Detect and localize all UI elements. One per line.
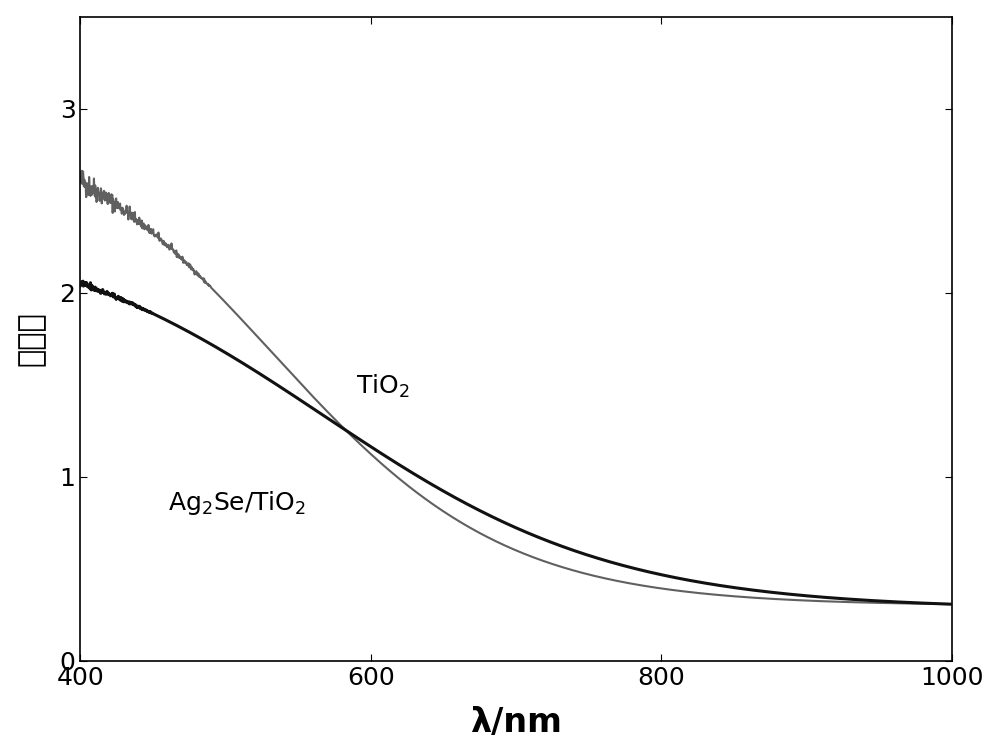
Y-axis label: 吸光度: 吸光度 [17,311,46,366]
Text: TiO$_2$: TiO$_2$ [356,373,410,400]
Text: Ag$_2$Se/TiO$_2$: Ag$_2$Se/TiO$_2$ [168,489,306,517]
X-axis label: λ/nm: λ/nm [470,706,562,739]
